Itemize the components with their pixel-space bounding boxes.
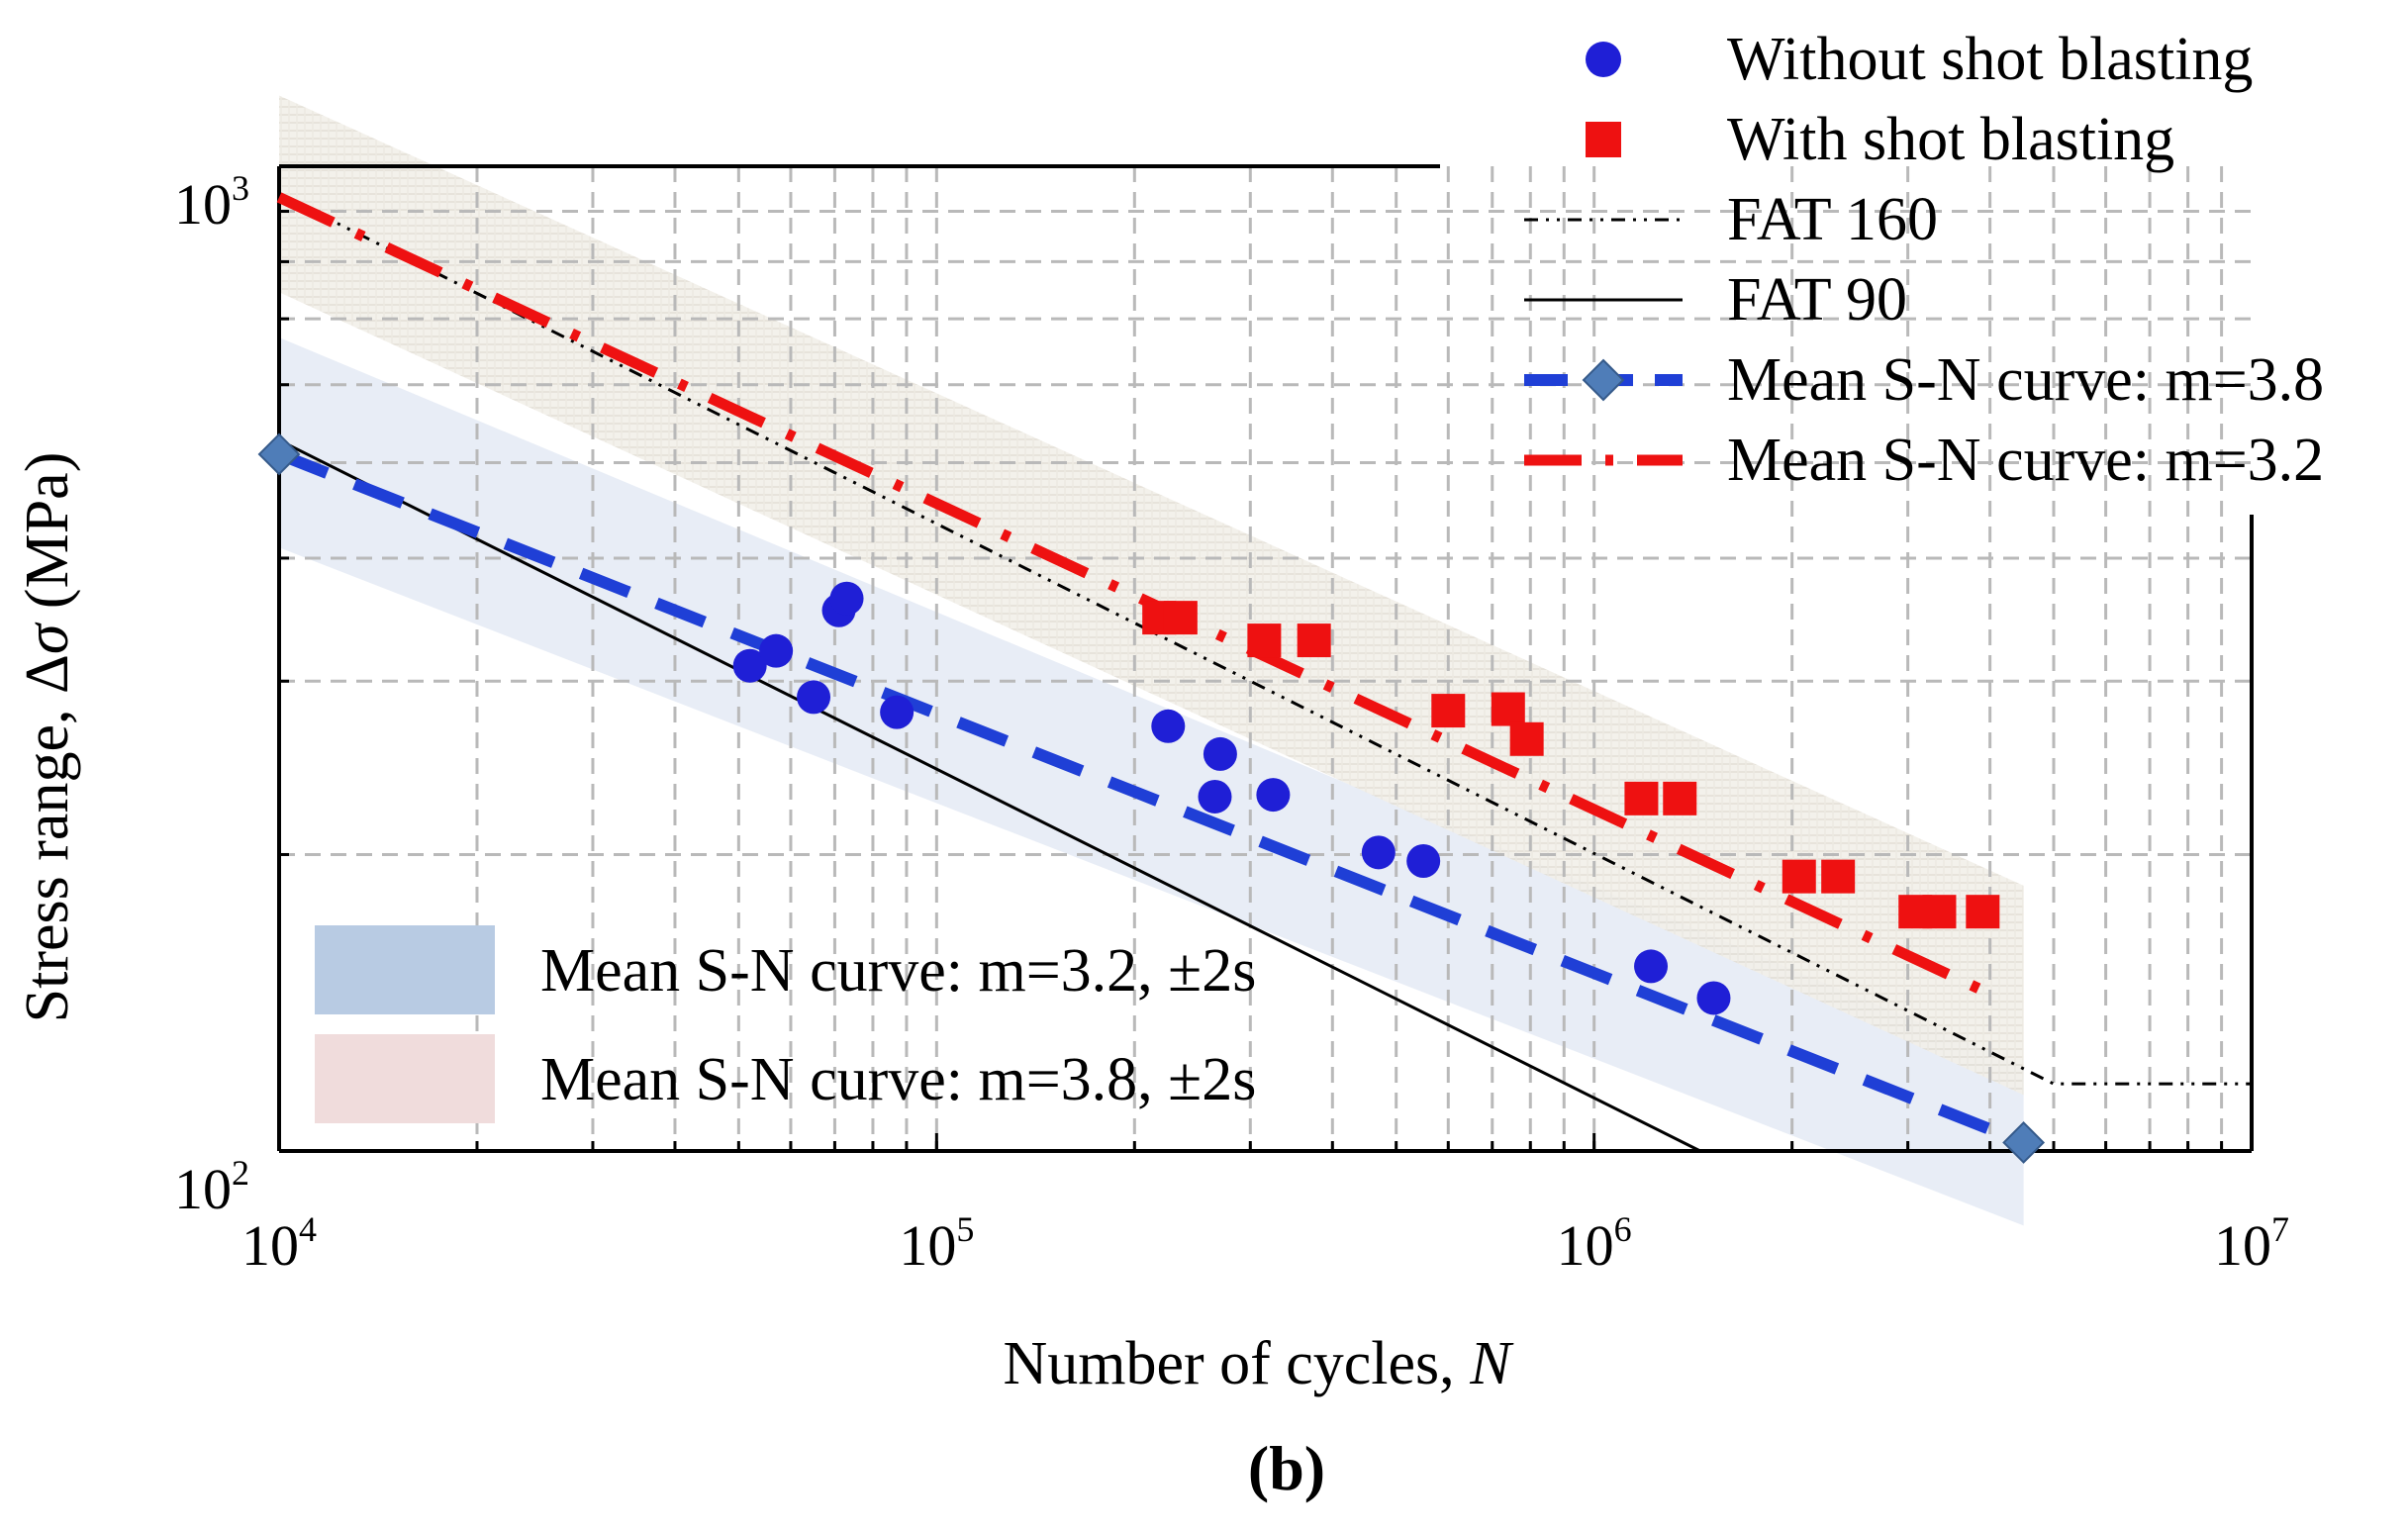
y-tick-label: 103 <box>174 168 249 237</box>
series-line-mean-s-n-curve-m-3-8 <box>276 448 2026 1149</box>
point-with-shot-blasting <box>1663 781 1697 815</box>
series-line-mean-s-n-curve-m-3-2 <box>276 192 1989 998</box>
data-points <box>732 581 2000 1015</box>
point-with-shot-blasting <box>1163 601 1198 635</box>
legend-label: Mean S-N curve: m=3.8 <box>1727 346 2324 414</box>
legend-label: With shot blasting <box>1727 106 2174 173</box>
legend-band-item-1: Mean S-N curve: m=3.8, ±2s <box>315 1034 1256 1123</box>
x-tick-label: 107 <box>2214 1209 2289 1278</box>
legend-item-with-shot-blasting: With shot blasting <box>1586 106 2174 173</box>
legend-item-fat-90: FAT 90 <box>1524 266 1907 334</box>
legend-item-mean-s-n-curve-m-3-8: Mean S-N curve: m=3.8 <box>1524 346 2324 414</box>
point-without-shot-blasting <box>1696 981 1731 1015</box>
point-without-shot-blasting <box>1198 779 1232 814</box>
y-tick-label: 102 <box>174 1153 249 1221</box>
x-tick-label: 104 <box>241 1209 317 1278</box>
legend-item-mean-s-n-curve-m-3-2: Mean S-N curve: m=3.2 <box>1524 427 2324 494</box>
point-with-shot-blasting <box>1966 895 2000 929</box>
diamond-marker <box>2002 1121 2046 1164</box>
diamond-marker <box>1582 358 1625 402</box>
axes <box>277 164 2254 1153</box>
legend-label: Without shot blasting <box>1727 26 2253 93</box>
legend-band-swatch <box>315 925 495 1014</box>
point-with-shot-blasting <box>1431 694 1466 728</box>
panel-label: (b) <box>1248 1433 1325 1503</box>
point-without-shot-blasting <box>1151 709 1186 743</box>
band-m38 <box>279 95 2024 1096</box>
diamond-marker <box>257 432 301 476</box>
legend-top: Without shot blasting With shot blasting F… <box>1524 26 2324 494</box>
point-without-shot-blasting <box>759 633 794 668</box>
legend-item-without-shot-blasting: Without shot blasting <box>1586 26 2253 93</box>
series-line-fat-160 <box>278 192 2252 1086</box>
y-axis-title: Stress range, Δσ (MPa) <box>14 452 81 1023</box>
point-with-shot-blasting <box>1509 721 1544 756</box>
series-line-fat-90 <box>278 438 1701 1153</box>
legend-band-item-0: Mean S-N curve: m=3.2, ±2s <box>315 925 1256 1014</box>
point-without-shot-blasting <box>732 648 767 683</box>
point-without-shot-blasting <box>1406 844 1441 879</box>
x-tick-label: 105 <box>899 1209 974 1278</box>
point-without-shot-blasting <box>1256 778 1291 813</box>
legend-label: FAT 160 <box>1727 186 1938 253</box>
legend-band-label: Mean S-N curve: m=3.8, ±2s <box>540 1046 1256 1113</box>
point-with-shot-blasting <box>1821 859 1856 894</box>
legend-item-fat-160: FAT 160 <box>1524 186 1938 253</box>
confidence-bands <box>279 95 2024 1226</box>
point-with-shot-blasting <box>1922 895 1957 929</box>
point-without-shot-blasting <box>1634 949 1669 984</box>
legend-label: FAT 90 <box>1727 266 1907 334</box>
legend-square-marker <box>1586 122 1621 157</box>
point-with-shot-blasting <box>1247 623 1282 658</box>
legend-label: Mean S-N curve: m=3.2 <box>1727 427 2324 494</box>
point-without-shot-blasting <box>829 581 864 616</box>
x-tick-label: 106 <box>1557 1209 1632 1278</box>
legend-band-label: Mean S-N curve: m=3.2, ±2s <box>540 937 1256 1005</box>
point-without-shot-blasting <box>797 680 831 715</box>
point-with-shot-blasting <box>1624 781 1659 815</box>
band-m32 <box>279 337 2024 1226</box>
point-without-shot-blasting <box>1361 835 1396 870</box>
point-with-shot-blasting <box>1491 692 1525 726</box>
legend-circle-marker <box>1586 42 1621 77</box>
legend-bottom: Mean S-N curve: m=3.2, ±2s Mean S-N curve… <box>315 925 1256 1123</box>
point-with-shot-blasting <box>1297 623 1331 658</box>
x-axis-title: Number of cycles, N <box>1003 1330 1514 1397</box>
point-without-shot-blasting <box>1203 736 1237 771</box>
tick-labels: 104 105 106 107 102 103 <box>174 168 2289 1278</box>
point-with-shot-blasting <box>1782 859 1816 894</box>
curves <box>257 192 2252 1164</box>
point-without-shot-blasting <box>880 695 915 729</box>
legend-band-swatch <box>315 1034 495 1123</box>
